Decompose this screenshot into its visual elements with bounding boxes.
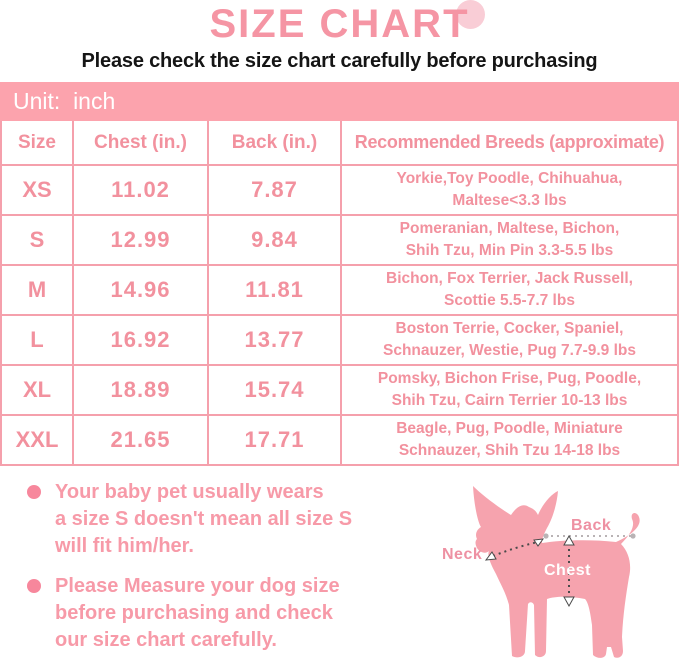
dog-diagram-svg bbox=[473, 486, 640, 658]
chest-value: 18.89 bbox=[72, 364, 209, 416]
back-line-start-dot-icon bbox=[543, 533, 549, 539]
back-value: 7.87 bbox=[207, 164, 342, 216]
breeds-value: Yorkie,Toy Poodle, Chihuahua, Maltese<3.… bbox=[340, 164, 679, 216]
table-row: XXL 21.65 17.71 Beagle, Pug, Poodle, Min… bbox=[0, 414, 679, 466]
table-header-row: Size Chest (in.) Back (in.) Recommended … bbox=[0, 121, 679, 166]
size-value: L bbox=[0, 314, 74, 366]
chest-value: 21.65 bbox=[72, 414, 209, 466]
neck-measure-line bbox=[492, 541, 539, 557]
unit-bar: Unit: inch bbox=[0, 82, 679, 121]
breeds-value: Pomeranian, Maltese, Bichon, Shih Tzu, M… bbox=[340, 214, 679, 266]
dog-measurement-diagram: Back Neck Chest bbox=[430, 475, 679, 665]
list-item: Please Measure your dog size before purc… bbox=[27, 573, 377, 654]
back-value: 9.84 bbox=[207, 214, 342, 266]
size-value: S bbox=[0, 214, 74, 266]
table-row: M 14.96 11.81 Bichon, Fox Terrier, Jack … bbox=[0, 264, 679, 316]
chest-value: 14.96 bbox=[72, 264, 209, 316]
chest-arrow-up-icon bbox=[563, 534, 575, 546]
chest-value: 12.99 bbox=[72, 214, 209, 266]
table-row: S 12.99 9.84 Pomeranian, Maltese, Bichon… bbox=[0, 214, 679, 266]
size-value: XL bbox=[0, 364, 74, 416]
neck-label: Neck bbox=[442, 546, 483, 563]
table-row: XL 18.89 15.74 Pomsky, Bichon Frise, Pug… bbox=[0, 364, 679, 416]
back-line-end-dot-icon bbox=[630, 533, 636, 539]
breeds-value: Pomsky, Bichon Frise, Pug, Poodle, Shih … bbox=[340, 364, 679, 416]
subtitle: Please check the size chart carefully be… bbox=[81, 50, 598, 72]
list-item: Your baby pet usually wears a size S doe… bbox=[27, 479, 377, 560]
chest-value: 16.92 bbox=[72, 314, 209, 366]
back-value: 17.71 bbox=[207, 414, 342, 466]
column-header-back: Back (in.) bbox=[207, 121, 342, 166]
table-row: XS 11.02 7.87 Yorkie,Toy Poodle, Chihuah… bbox=[0, 164, 679, 216]
back-value: 13.77 bbox=[207, 314, 342, 366]
page-title: SIZE CHART bbox=[209, 2, 470, 46]
breeds-value: Boston Terrie, Cocker, Spaniel, Schnauze… bbox=[340, 314, 679, 366]
back-value: 11.81 bbox=[207, 264, 342, 316]
breeds-value: Bichon, Fox Terrier, Jack Russell, Scott… bbox=[340, 264, 679, 316]
note-text: Please Measure your dog size before purc… bbox=[55, 575, 340, 651]
breeds-value: Beagle, Pug, Poodle, Miniature Schnauzer… bbox=[340, 414, 679, 466]
decorative-circle bbox=[456, 0, 485, 29]
size-value: XS bbox=[0, 164, 74, 216]
note-text: Your baby pet usually wears a size S doe… bbox=[55, 481, 353, 557]
chest-value: 11.02 bbox=[72, 164, 209, 216]
chest-label: Chest bbox=[544, 562, 591, 579]
back-value: 15.74 bbox=[207, 364, 342, 416]
neck-arrow-left-icon bbox=[484, 551, 497, 561]
neck-arrow-right-icon bbox=[533, 538, 545, 547]
back-label: Back bbox=[571, 517, 612, 534]
header: SIZE CHART bbox=[0, 0, 679, 48]
size-value: M bbox=[0, 264, 74, 316]
bullet-icon bbox=[27, 485, 41, 499]
notes-list: Your baby pet usually wears a size S doe… bbox=[27, 479, 377, 667]
table-row: L 16.92 13.77 Boston Terrie, Cocker, Spa… bbox=[0, 314, 679, 366]
column-header-chest: Chest (in.) bbox=[72, 121, 209, 166]
dog-silhouette-icon bbox=[473, 486, 640, 658]
chest-arrow-down-icon bbox=[563, 596, 575, 608]
size-value: XXL bbox=[0, 414, 74, 466]
bullet-icon bbox=[27, 579, 41, 593]
column-header-size: Size bbox=[0, 121, 74, 166]
column-header-breeds: Recommended Breeds (approximate) bbox=[340, 121, 679, 166]
size-table: Size Chest (in.) Back (in.) Recommended … bbox=[0, 121, 679, 466]
